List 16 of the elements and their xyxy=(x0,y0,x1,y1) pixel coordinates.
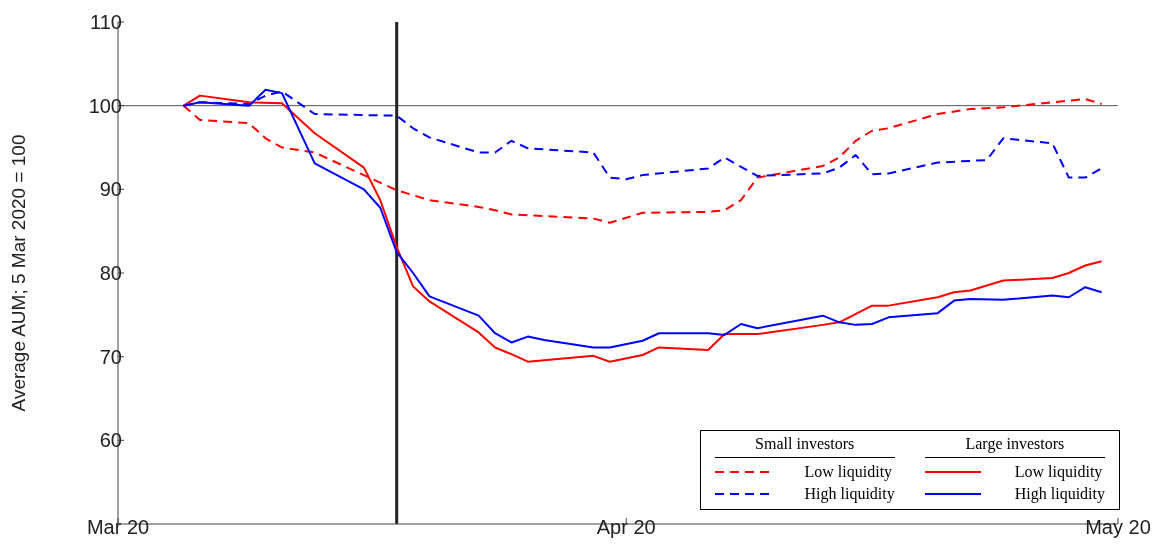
x-tick-label: Apr 20 xyxy=(596,516,656,539)
annotation: Large investors xyxy=(924,435,1105,458)
legend-label: High liquidity xyxy=(804,485,895,503)
legend-label: Low liquidity xyxy=(804,463,893,481)
annotation: Small investors xyxy=(714,435,895,458)
x-tick-label: Mar 20 xyxy=(86,516,150,539)
x-tick-label: May 20 xyxy=(1085,516,1151,539)
legend-label: Low liquidity xyxy=(1014,463,1103,481)
y-tick-label: 100 xyxy=(88,94,122,117)
y-tick-label: 80 xyxy=(99,262,122,285)
y-tick-label: 90 xyxy=(99,178,122,201)
y-tick-label: 110 xyxy=(90,11,122,34)
y-axis-title: Average AUM; 5 Mar 2020 = 100 xyxy=(7,134,29,412)
y-tick-label: 60 xyxy=(99,429,122,452)
y-tick-label: 70 xyxy=(99,345,122,368)
legend-label: High liquidity xyxy=(1014,485,1105,503)
